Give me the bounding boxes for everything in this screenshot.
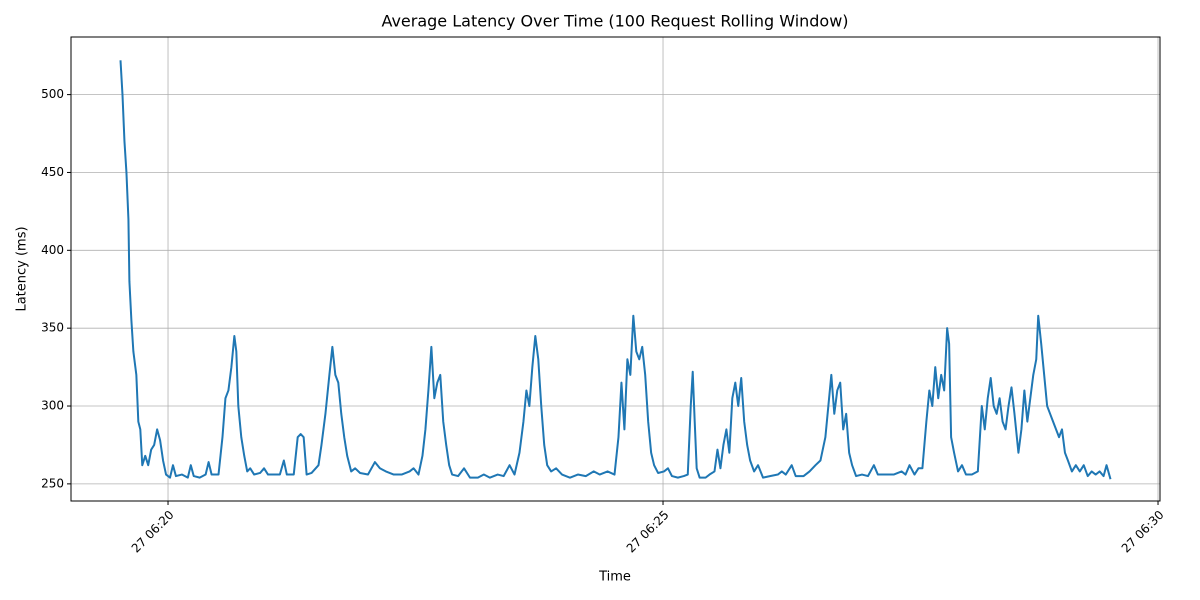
y-tick-label: 250 (41, 476, 64, 490)
chart-title: Average Latency Over Time (100 Request R… (381, 12, 848, 31)
y-tick-label: 450 (41, 165, 64, 179)
y-tick-label: 300 (41, 399, 64, 413)
y-tick-label: 350 (41, 321, 64, 335)
series-line (119, 60, 1112, 480)
y-tick-label: 500 (41, 87, 64, 101)
plot-frame (70, 36, 1161, 502)
y-axis-label: Latency (ms) (15, 226, 30, 311)
x-axis-label: Time (598, 570, 631, 585)
y-tick-label: 400 (41, 243, 64, 257)
